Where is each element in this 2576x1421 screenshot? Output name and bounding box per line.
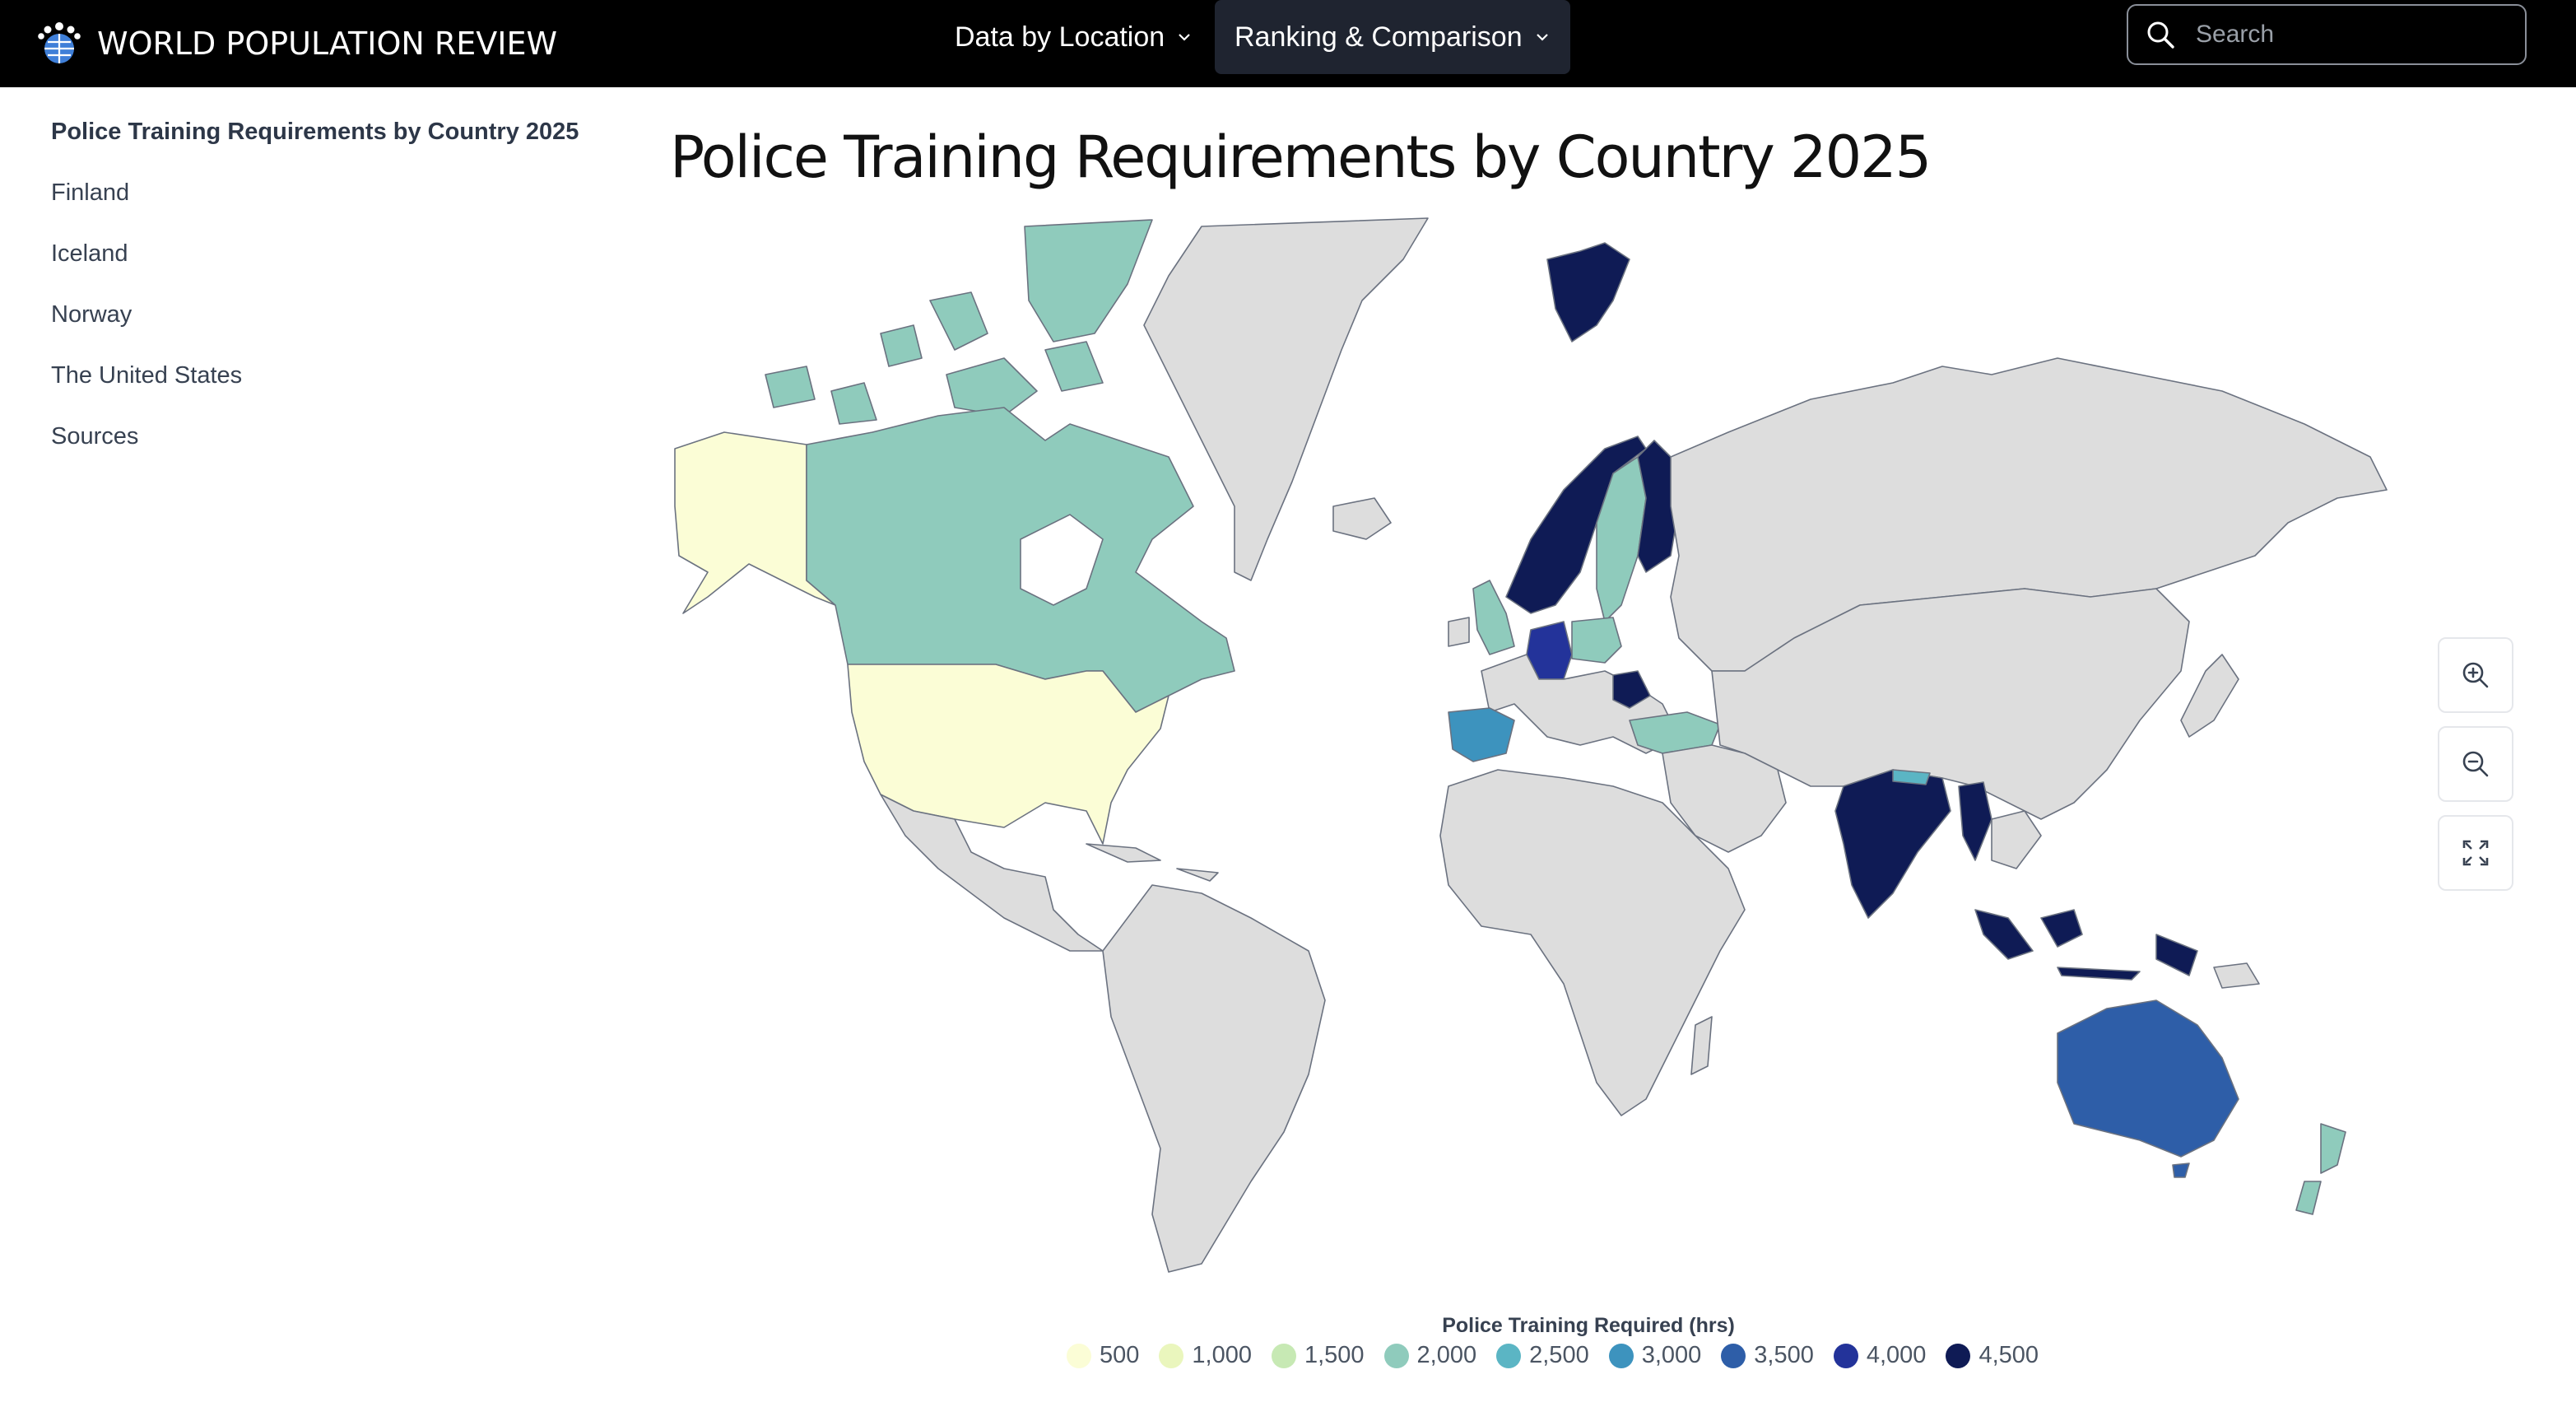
map-country-africa[interactable] <box>1439 769 1746 1116</box>
legend-item[interactable]: 2,500 <box>1496 1342 1589 1369</box>
legend-swatch <box>1067 1343 1091 1368</box>
map-legend: 500 1,000 1,500 2,000 2,500 3,000 3,500 4,000 4,… <box>1067 1342 2039 1369</box>
legend-swatch <box>1946 1343 1971 1368</box>
toc-item-united-states[interactable]: The United States <box>51 362 243 389</box>
world-choropleth-map[interactable] <box>658 210 2453 1280</box>
table-of-contents: Police Training Requirements by Country … <box>51 107 627 473</box>
zoom-out-button[interactable] <box>2438 726 2513 802</box>
map-country-canada-islands[interactable] <box>1024 219 1153 342</box>
map-country-romania[interactable] <box>1612 670 1651 709</box>
search-input[interactable] <box>2194 20 2510 49</box>
legend-title: Police Training Required (hrs) <box>1442 1314 1735 1337</box>
legend-item[interactable]: 3,500 <box>1721 1342 1814 1369</box>
legend-swatch <box>1383 1343 1409 1368</box>
globe-people-icon <box>38 22 81 63</box>
map-country-southeast-asia[interactable] <box>1991 810 2042 869</box>
map-country-iceland[interactable] <box>1332 497 1392 540</box>
chevron-down-icon <box>1536 34 1548 41</box>
map-country-madagascar[interactable] <box>1690 1016 1713 1075</box>
legend-item[interactable]: 1,500 <box>1271 1342 1365 1369</box>
legend-swatch <box>1721 1343 1746 1368</box>
map-country-mexico[interactable] <box>880 794 1104 952</box>
map-country-japan[interactable] <box>2180 654 2239 738</box>
map-hudson-bay <box>1020 514 1104 606</box>
legend-item[interactable]: 4,500 <box>1946 1342 2039 1369</box>
legend-swatch <box>1608 1343 1634 1368</box>
map-country-poland[interactable] <box>1571 617 1622 664</box>
legend-label: 3,000 <box>1641 1342 1702 1368</box>
nav-data-by-location[interactable]: Data by Location <box>935 0 1212 74</box>
zoom-out-icon <box>2462 751 2489 777</box>
legend-item[interactable]: 1,000 <box>1159 1342 1252 1369</box>
fullscreen-icon <box>2462 840 2489 866</box>
map-country-myanmar[interactable] <box>1958 781 1992 861</box>
legend-label: 1,500 <box>1304 1342 1365 1368</box>
map-country-united-kingdom[interactable] <box>1472 580 1515 655</box>
map-country-tasmania[interactable] <box>2172 1162 2190 1178</box>
map-country-middle-east[interactable] <box>1662 744 1787 853</box>
legend-swatch <box>1496 1343 1522 1368</box>
map-country-papua-new-guinea[interactable] <box>2213 962 2260 989</box>
legend-item[interactable]: 3,000 <box>1608 1342 1702 1369</box>
nav-data-by-location-label: Data by Location <box>955 21 1165 53</box>
legend-label: 2,500 <box>1529 1342 1589 1368</box>
map-country-norway[interactable] <box>1505 436 1647 614</box>
legend-item[interactable]: 500 <box>1067 1342 1139 1369</box>
fullscreen-button[interactable] <box>2438 815 2513 891</box>
legend-label: 4,500 <box>1978 1342 2039 1368</box>
map-country-canada-islands-2[interactable] <box>765 291 1104 425</box>
legend-swatch <box>1159 1343 1184 1368</box>
legend-label: 2,000 <box>1416 1342 1477 1368</box>
nav-ranking-comparison-label: Ranking & Comparison <box>1235 21 1523 53</box>
legend-swatch <box>1271 1343 1296 1368</box>
map-country-australia[interactable] <box>2057 999 2239 1158</box>
toc-item-overview[interactable]: Police Training Requirements by Country … <box>51 119 579 145</box>
top-navigation-bar: WORLD POPULATION REVIEW Data by Location… <box>0 0 2576 87</box>
legend-label: 1,000 <box>1192 1342 1252 1368</box>
map-country-indonesia[interactable] <box>1974 909 2198 981</box>
toc-item-finland[interactable]: Finland <box>51 179 130 206</box>
map-country-south-america[interactable] <box>1102 884 1326 1273</box>
nav-ranking-comparison[interactable]: Ranking & Comparison <box>1215 0 1570 74</box>
map-country-nepal[interactable] <box>1892 769 1931 785</box>
legend-item[interactable]: 4,000 <box>1833 1342 1927 1369</box>
map-country-russia[interactable] <box>1670 357 2388 672</box>
zoom-in-button[interactable] <box>2438 637 2513 713</box>
map-country-cuba[interactable] <box>1086 843 1219 882</box>
toc-item-norway[interactable]: Norway <box>51 301 133 328</box>
map-country-india[interactable] <box>1834 769 1951 919</box>
legend-item[interactable]: 2,000 <box>1383 1342 1477 1369</box>
map-country-ireland[interactable] <box>1448 617 1470 647</box>
brand-name: WORLD POPULATION REVIEW <box>97 26 558 62</box>
page-title: Police Training Requirements by Country … <box>670 123 1932 191</box>
world-map-svg[interactable] <box>658 210 2453 1280</box>
brand-logo-link[interactable]: WORLD POPULATION REVIEW <box>36 12 557 76</box>
map-country-spain[interactable] <box>1448 707 1515 762</box>
map-country-greenland[interactable] <box>1143 217 1429 581</box>
legend-swatch <box>1833 1343 1858 1368</box>
toc-item-iceland[interactable]: Iceland <box>51 240 128 267</box>
legend-label: 500 <box>1100 1342 1140 1368</box>
chevron-down-icon <box>1179 34 1190 41</box>
legend-label: 3,500 <box>1754 1342 1814 1368</box>
search-icon <box>2147 21 2174 49</box>
map-country-asia[interactable] <box>1711 588 2190 820</box>
zoom-in-icon <box>2462 662 2489 688</box>
map-country-new-zealand[interactable] <box>2295 1123 2346 1215</box>
map-country-finland[interactable] <box>1637 440 1680 573</box>
legend-label: 4,000 <box>1866 1342 1927 1368</box>
toc-item-sources[interactable]: Sources <box>51 423 139 450</box>
search-box[interactable] <box>2127 4 2527 65</box>
map-country-svalbard[interactable] <box>1546 242 1630 342</box>
